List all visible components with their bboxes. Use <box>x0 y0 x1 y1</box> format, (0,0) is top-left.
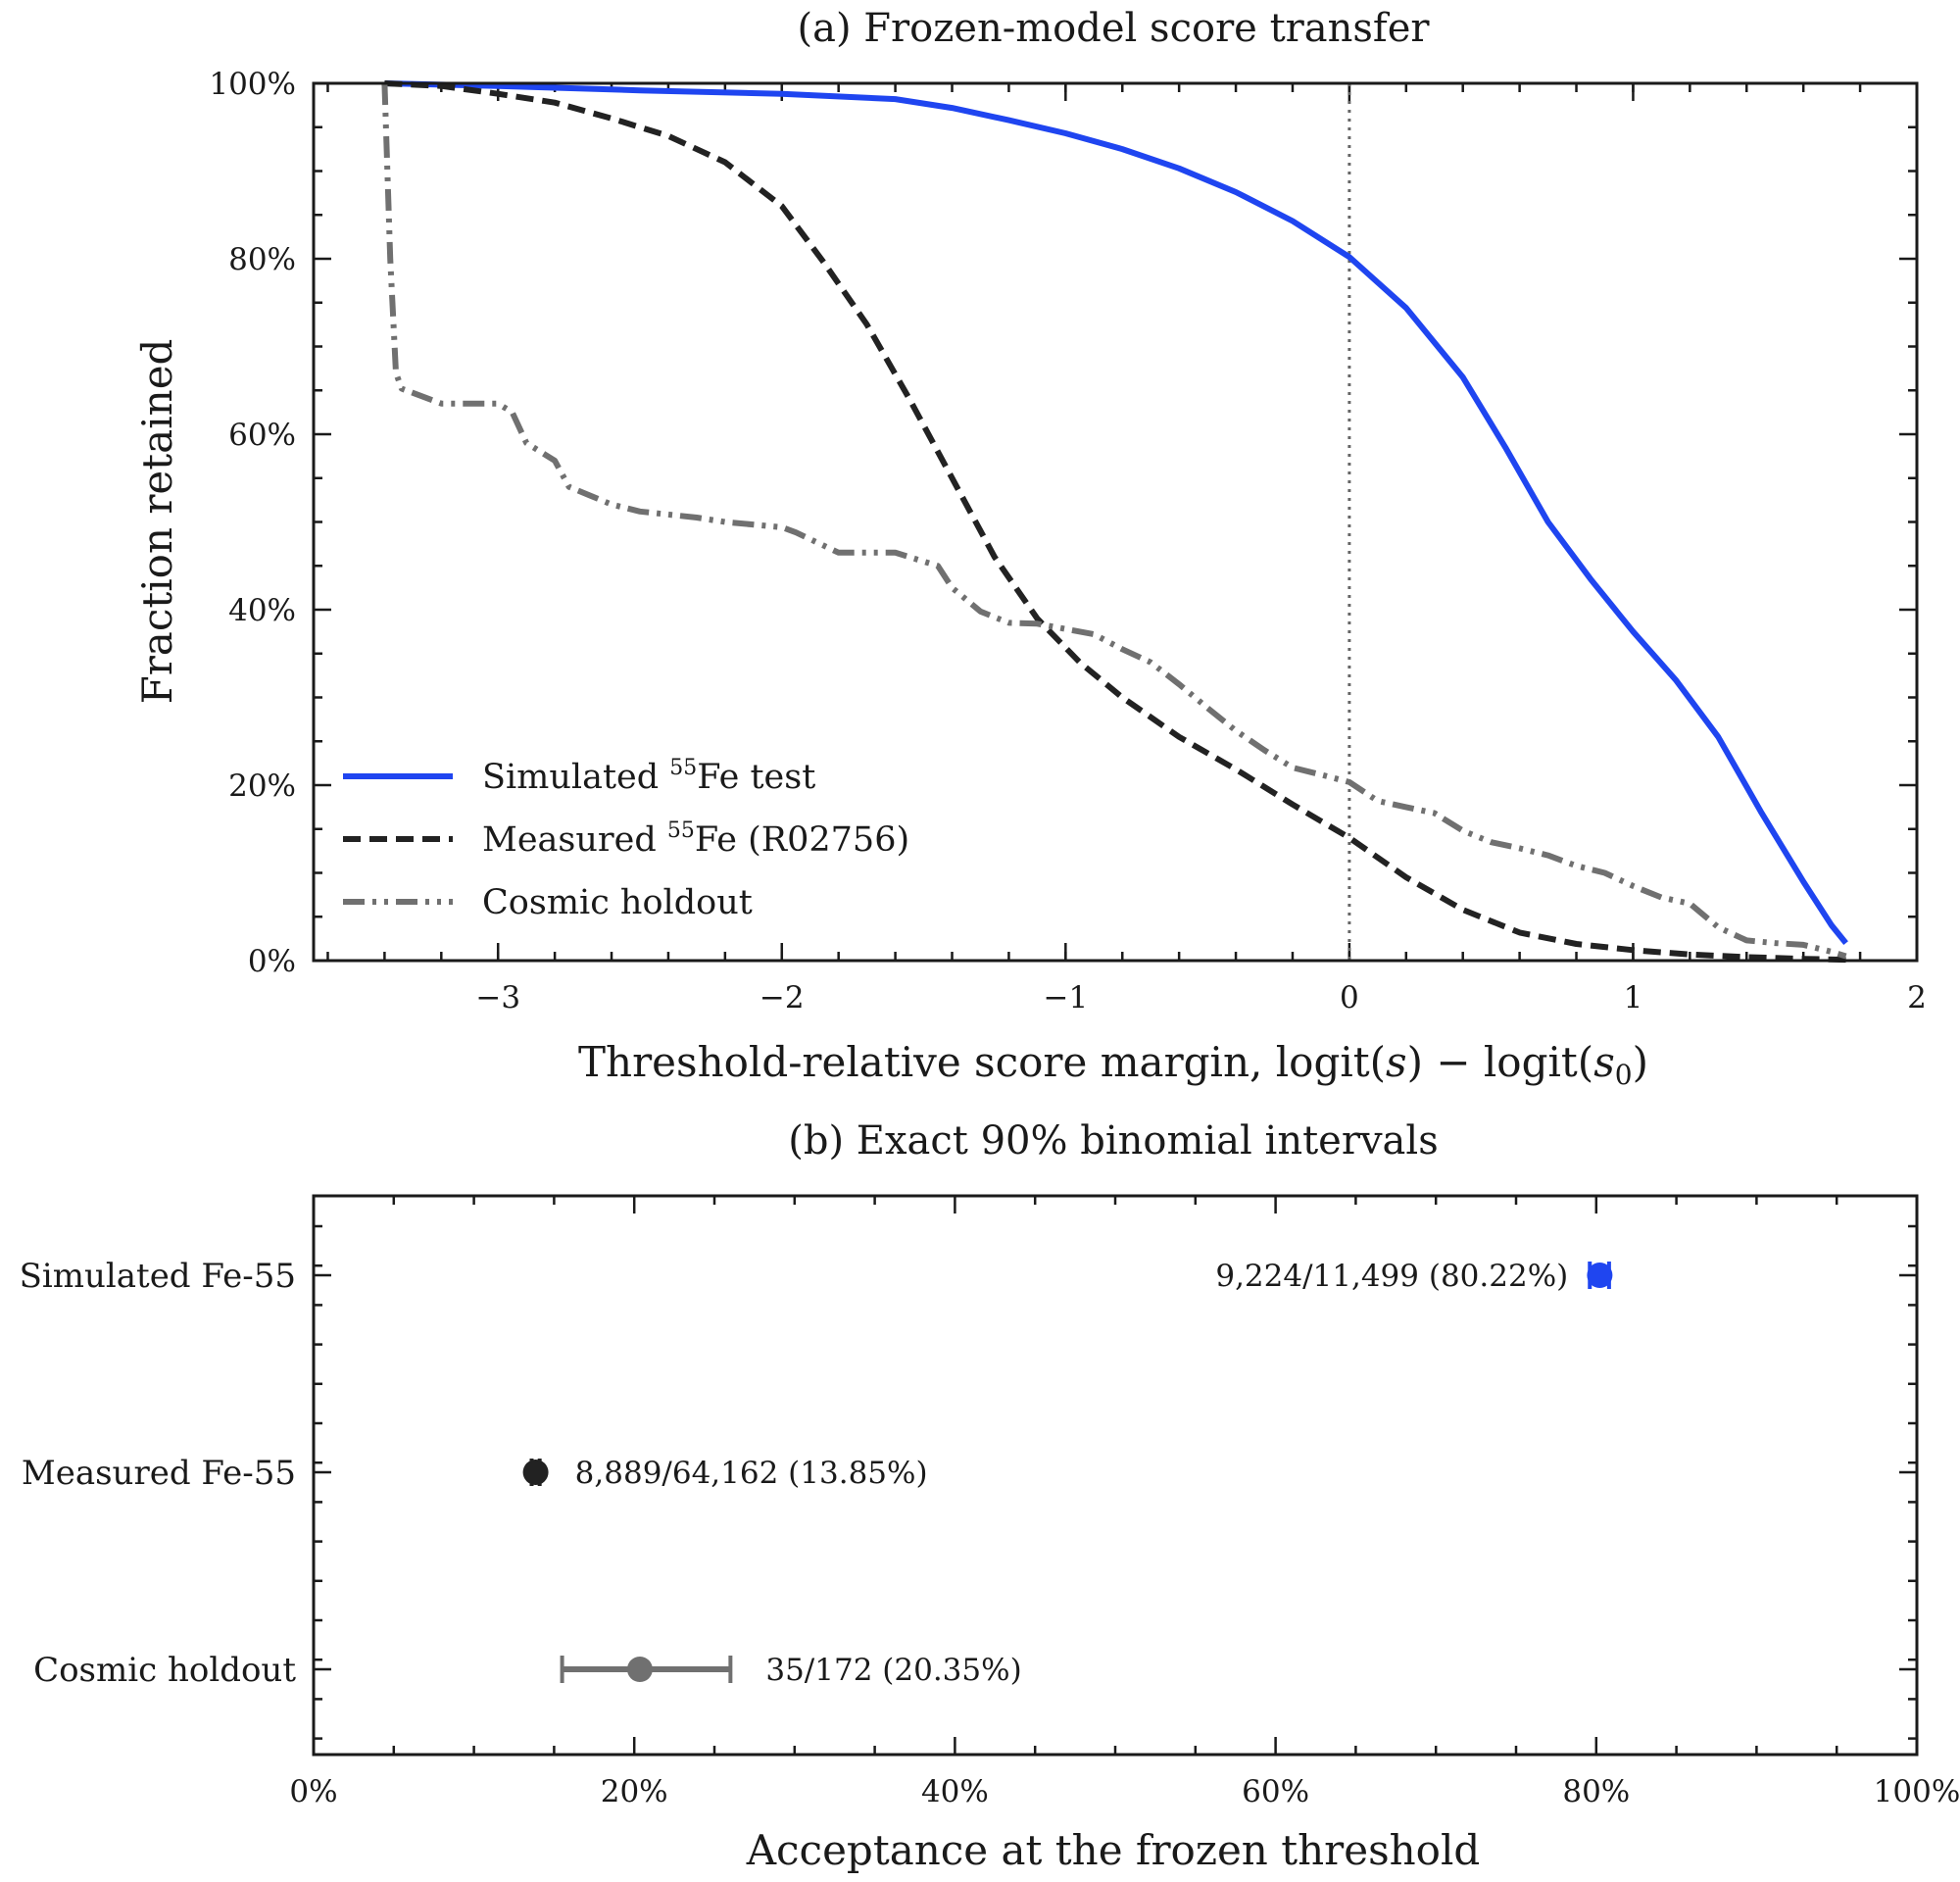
panel-a-title: (a) Frozen-model score transfer <box>798 6 1431 51</box>
panel-b-x-axis-title: Acceptance at the frozen threshold <box>746 1826 1481 1874</box>
x-tick-label: −2 <box>760 980 805 1015</box>
point-annotation-0: 9,224/11,499 (80.22%) <box>1215 1259 1568 1294</box>
legend-label-2: Cosmic holdout <box>482 883 753 922</box>
panel-a-x-axis-title: Threshold-relative score margin, logit(s… <box>578 1038 1648 1091</box>
point-marker-2 <box>626 1657 653 1682</box>
panel-a-frame <box>312 81 1919 963</box>
series-line-2 <box>381 82 1847 960</box>
category-label: Cosmic holdout <box>33 1651 296 1690</box>
point-marker-0 <box>1587 1263 1613 1288</box>
y-tick-label: 40% <box>228 593 296 628</box>
point-marker-1 <box>522 1460 549 1485</box>
panel-b-title: (b) Exact 90% binomial intervals <box>788 1118 1438 1164</box>
panel-a-series <box>381 80 1848 964</box>
x-tick-label: 0 <box>1340 980 1359 1015</box>
panel-b-points: 9,224/11,499 (80.22%) 8,889/64,162 (13.85… <box>522 1259 1613 1688</box>
panel-a: (a) Frozen-model score transfer −3 −2 −1 0 1… <box>133 6 1927 1091</box>
series-line-0 <box>384 80 1848 945</box>
b-x-tick-label: 20% <box>601 1774 668 1809</box>
x-tick-label: −1 <box>1043 980 1088 1015</box>
panel-a-legend: Simulated 55Fe test Measured 55Fe (R02756… <box>343 756 909 922</box>
panel-a-ticks: −3 −2 −1 0 1 20%20%40%60%80%100% <box>209 67 1927 1015</box>
y-tick-label: 20% <box>228 768 296 804</box>
legend-label-1: Measured 55Fe (R02756) <box>482 818 909 860</box>
legend-label-0: Simulated 55Fe test <box>482 756 815 797</box>
point-annotation-1: 8,889/64,162 (13.85%) <box>575 1456 928 1491</box>
y-tick-label: 100% <box>209 67 296 102</box>
x-tick-label: 1 <box>1624 980 1643 1015</box>
b-x-tick-label: 80% <box>1562 1774 1630 1809</box>
y-tick-label: 0% <box>248 944 296 979</box>
b-x-tick-label: 60% <box>1242 1774 1309 1809</box>
series-line-1 <box>384 80 1846 964</box>
y-tick-label: 80% <box>228 242 296 277</box>
point-annotation-2: 35/172 (20.35%) <box>765 1653 1021 1688</box>
b-x-tick-label: 100% <box>1874 1774 1960 1809</box>
panel-a-y-axis-title: Fraction retained <box>133 339 181 705</box>
panel-b-ticks: 0% 20% 40% 60% 80% 100% Simulated Fe-55 Measure… <box>20 1196 1960 1809</box>
category-label: Measured Fe-55 <box>22 1454 296 1493</box>
x-tick-label: −3 <box>475 980 520 1015</box>
y-tick-label: 60% <box>228 418 296 453</box>
b-x-tick-label: 0% <box>289 1774 337 1809</box>
b-x-tick-label: 40% <box>921 1774 989 1809</box>
panel-b: (b) Exact 90% binomial intervals 0% 20% 40… <box>20 1118 1960 1874</box>
panel-b-frame <box>312 1194 1919 1757</box>
x-tick-label: 2 <box>1907 980 1927 1015</box>
category-label: Simulated Fe-55 <box>20 1257 296 1296</box>
